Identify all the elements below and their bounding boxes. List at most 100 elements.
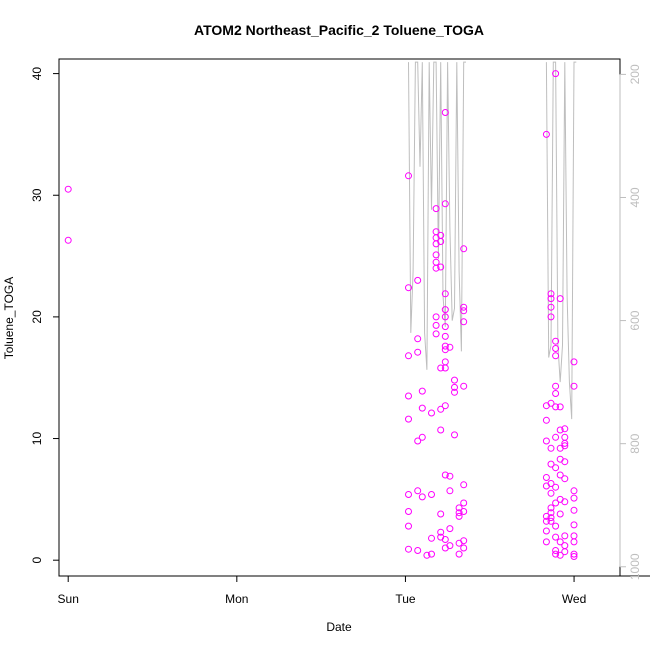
data-point-84 xyxy=(460,544,468,552)
data-point-137 xyxy=(561,458,569,466)
data-point-49 xyxy=(441,306,449,314)
y-axis: 0 10 20 30 40 xyxy=(30,67,60,564)
data-point-66 xyxy=(451,376,458,384)
data-point-149 xyxy=(570,532,578,540)
data-point-87 xyxy=(542,416,550,424)
y-tick-label-30: 30 xyxy=(30,188,44,202)
data-point-103 xyxy=(547,290,555,298)
data-point-138 xyxy=(561,475,569,483)
pressure-line-segment-1 xyxy=(408,61,466,370)
data-point-50 xyxy=(441,313,449,321)
data-point-58 xyxy=(441,471,449,479)
data-point-134 xyxy=(561,433,569,441)
data-point-5 xyxy=(405,352,412,360)
data-point-22 xyxy=(423,551,431,559)
data-point-14 xyxy=(414,348,422,356)
data-point-40 xyxy=(437,364,445,372)
data-points-layer xyxy=(64,70,578,560)
data-point-115 xyxy=(552,433,560,441)
right-y-tick-label-800: 800 xyxy=(628,433,642,453)
data-point-132 xyxy=(556,551,564,559)
data-point-18 xyxy=(418,387,426,395)
data-point-99 xyxy=(547,509,555,517)
data-point-133 xyxy=(561,425,569,433)
data-point-94 xyxy=(542,538,550,546)
data-point-9 xyxy=(405,508,412,515)
data-point-102 xyxy=(547,295,555,303)
data-point-63 xyxy=(446,487,454,495)
data-point-24 xyxy=(428,491,435,498)
data-point-10 xyxy=(405,522,412,530)
data-point-55 xyxy=(441,358,449,366)
pressure-line-segment-2 xyxy=(545,61,577,420)
data-point-104 xyxy=(547,303,555,311)
data-point-59 xyxy=(441,536,449,543)
data-point-105 xyxy=(547,313,555,321)
y-tick-label-0: 0 xyxy=(30,557,44,564)
data-point-71 xyxy=(455,509,463,517)
y-tick-label-10: 10 xyxy=(30,432,44,446)
data-point-26 xyxy=(428,550,435,558)
data-point-7 xyxy=(405,415,412,423)
data-point-47 xyxy=(441,200,449,208)
data-point-61 xyxy=(446,343,454,351)
data-point-85 xyxy=(542,130,550,138)
data-point-17 xyxy=(414,547,422,554)
data-point-67 xyxy=(451,383,458,391)
data-point-3 xyxy=(405,172,412,180)
data-point-79 xyxy=(460,382,468,390)
data-point-42 xyxy=(437,426,445,434)
data-point-33 xyxy=(432,264,440,272)
data-point-53 xyxy=(441,342,449,350)
right-y-tick-label-1000: 1000 xyxy=(628,553,642,580)
data-point-150 xyxy=(570,538,578,546)
data-point-109 xyxy=(552,337,560,345)
data-point-75 xyxy=(460,245,468,253)
x-tick-label-sun: Sun xyxy=(58,592,79,606)
data-point-111 xyxy=(552,352,560,360)
data-point-16 xyxy=(414,487,422,495)
data-point-131 xyxy=(556,538,564,546)
data-point-46 xyxy=(441,109,449,116)
data-point-81 xyxy=(460,499,468,507)
data-point-117 xyxy=(552,483,560,491)
data-point-12 xyxy=(414,276,422,284)
data-point-13 xyxy=(414,335,422,343)
data-point-70 xyxy=(455,504,463,512)
data-point-25 xyxy=(428,534,435,542)
data-point-136 xyxy=(561,442,569,450)
data-point-78 xyxy=(460,318,468,326)
data-point-76 xyxy=(460,303,468,311)
data-point-31 xyxy=(432,251,440,259)
data-point-135 xyxy=(561,439,569,447)
data-point-80 xyxy=(460,481,468,489)
right-y-tick-label-400: 400 xyxy=(628,187,642,207)
data-point-123 xyxy=(556,295,564,303)
data-point-114 xyxy=(552,403,560,411)
right-y-tick-label-600: 600 xyxy=(628,310,642,330)
data-point-51 xyxy=(441,323,449,331)
data-point-83 xyxy=(460,537,468,545)
data-point-62 xyxy=(446,472,454,480)
data-point-92 xyxy=(542,517,550,525)
data-point-88 xyxy=(542,437,550,445)
data-point-107 xyxy=(547,480,555,487)
data-point-43 xyxy=(437,510,445,518)
x-axis: Sun Mon Tue Wed xyxy=(58,575,650,606)
data-point-44 xyxy=(437,528,445,536)
data-point-125 xyxy=(556,426,564,434)
data-point-8 xyxy=(405,491,412,498)
data-point-130 xyxy=(556,510,564,518)
data-point-39 xyxy=(437,263,445,271)
data-point-38 xyxy=(437,238,445,245)
data-point-142 xyxy=(561,548,569,556)
y-axis-label: Toluene_TOGA xyxy=(2,277,16,360)
x-tick-label-wed: Wed xyxy=(562,592,586,606)
data-point-139 xyxy=(561,498,569,506)
data-point-118 xyxy=(552,499,560,507)
data-point-35 xyxy=(432,321,440,329)
plot-frame xyxy=(58,58,621,577)
data-point-96 xyxy=(547,460,555,468)
data-point-143 xyxy=(570,358,578,366)
